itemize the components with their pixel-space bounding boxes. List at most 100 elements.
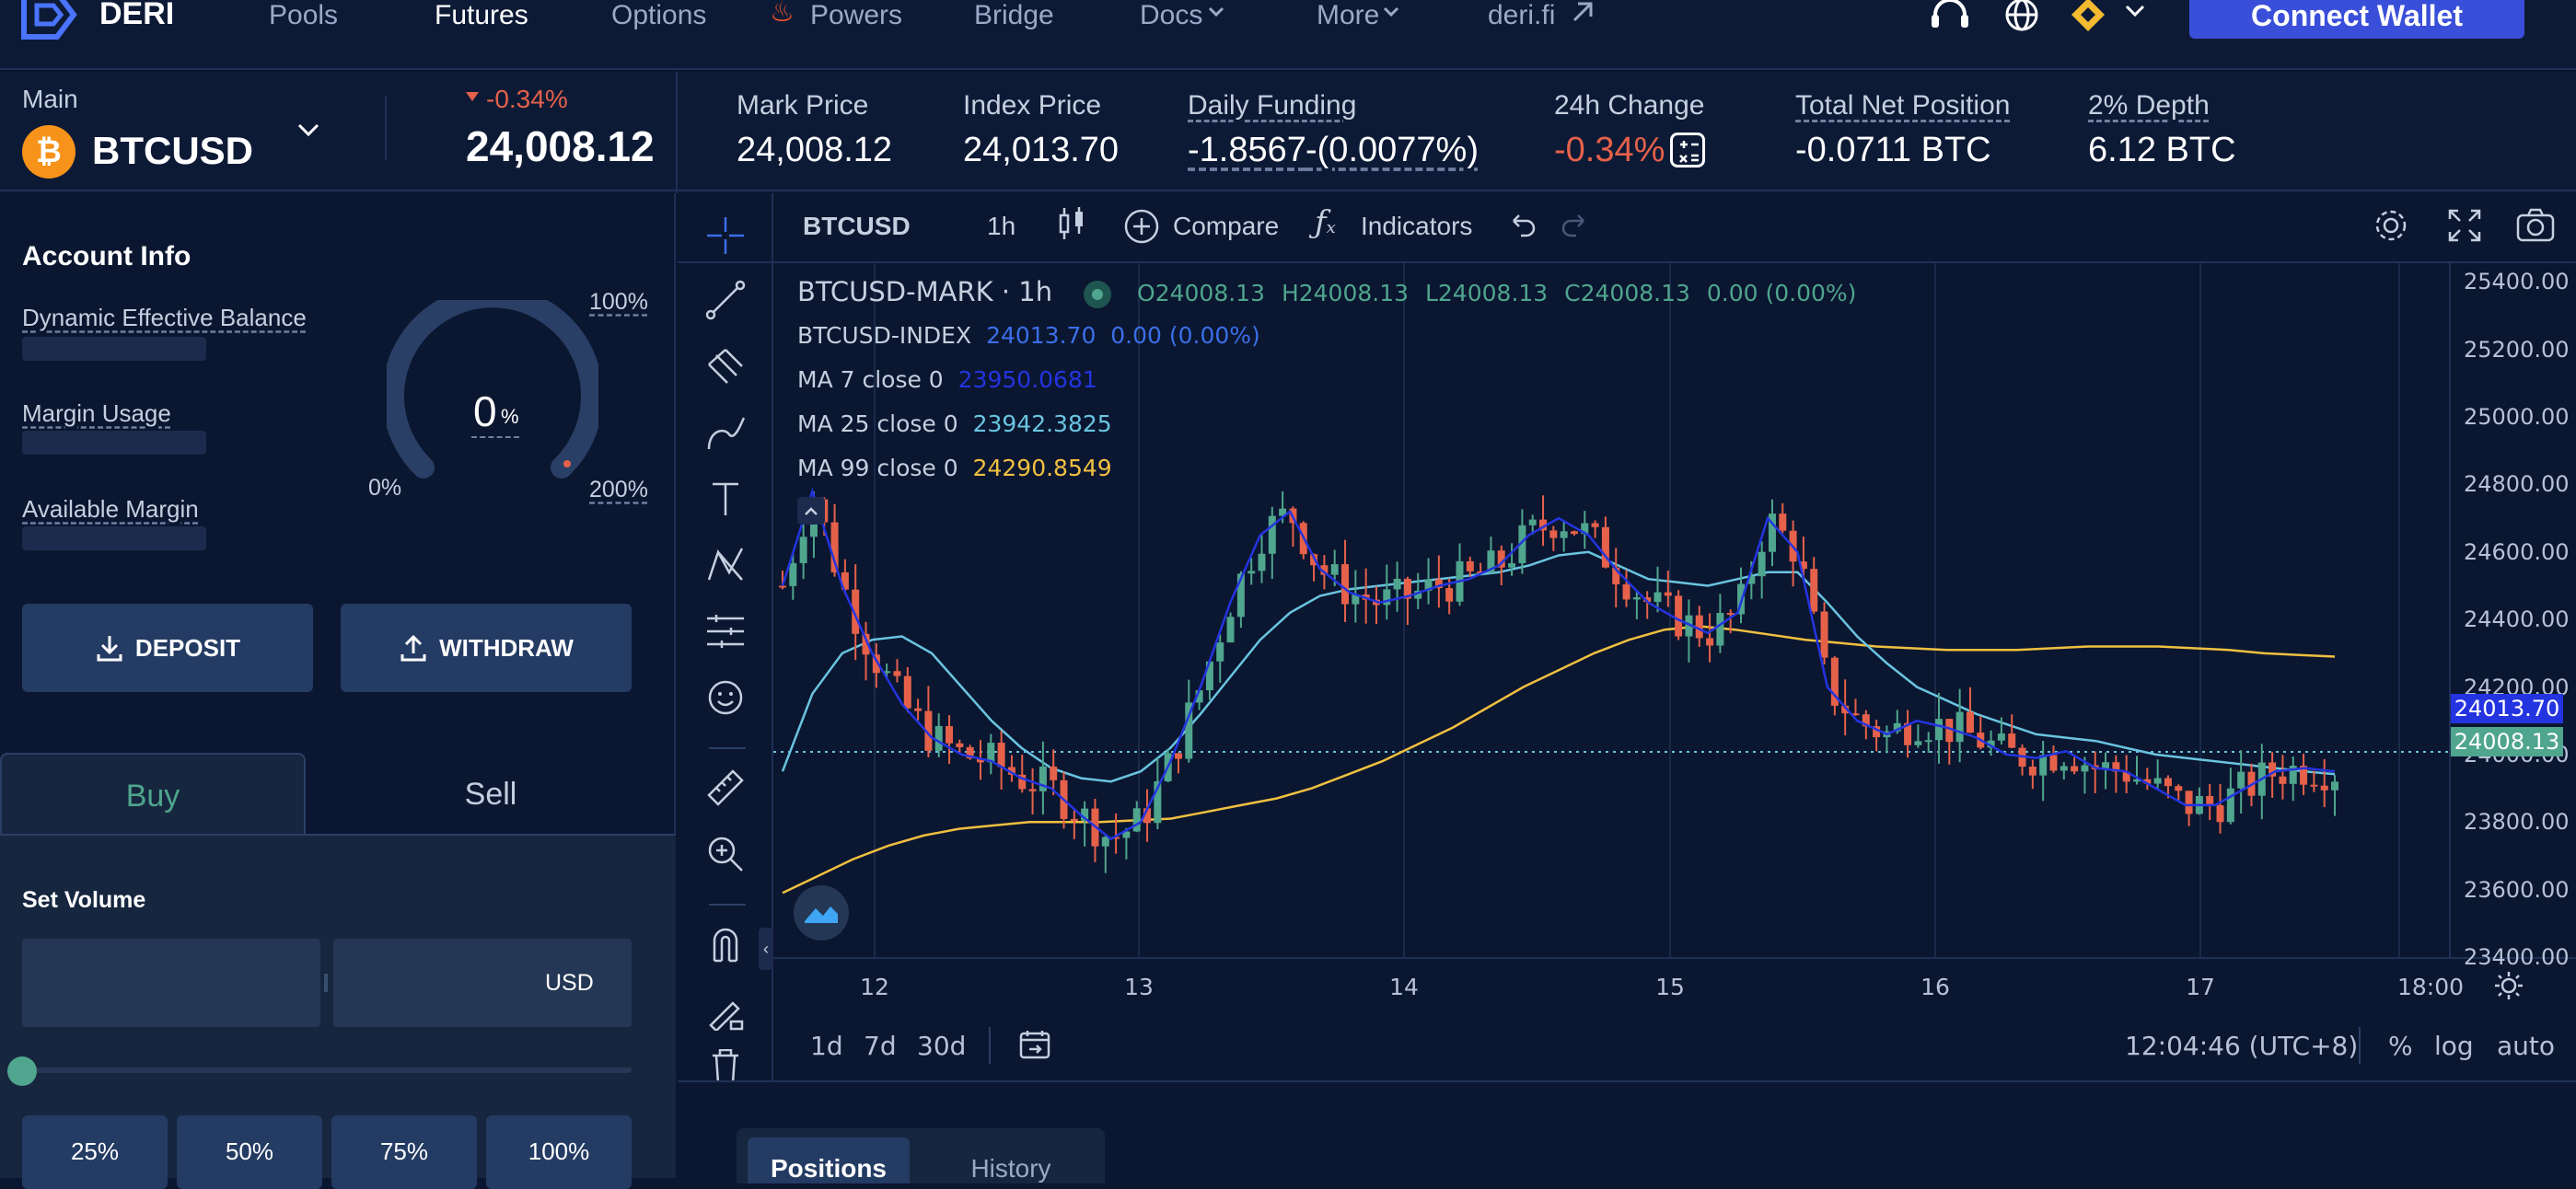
pattern-icon[interactable] [702, 541, 749, 589]
withdraw-button[interactable]: WITHDRAW [341, 604, 632, 692]
volume-input[interactable] [22, 939, 320, 1027]
margin-usage-label[interactable]: Margin Usage [22, 399, 171, 427]
range-7d-button[interactable]: 7d [864, 1031, 897, 1061]
nav-pools[interactable]: Pools [269, 0, 339, 30]
nav-powers[interactable]: Powers [810, 0, 903, 30]
gauge-mid-label: 100% [589, 289, 648, 315]
draw-lock-icon[interactable] [702, 987, 749, 1034]
trash-icon[interactable] [702, 1049, 749, 1080]
deri-logo[interactable] [20, 0, 77, 40]
legend-collapse-button[interactable] [797, 497, 825, 525]
daily-funding-label[interactable]: Daily Funding [1188, 90, 1357, 121]
candle-body [1101, 837, 1109, 847]
ruler-icon[interactable] [702, 764, 749, 812]
magnet-icon[interactable] [702, 920, 749, 968]
auto-scale-button[interactable]: auto [2497, 1031, 2556, 1061]
net-position-label[interactable]: Total Net Position [1795, 90, 2011, 121]
percent-scale-button[interactable]: % [2388, 1031, 2413, 1061]
settings-gear-icon[interactable] [2372, 206, 2410, 249]
nav-derifi[interactable]: deri.fi [1488, 0, 1556, 30]
brush-icon[interactable] [702, 409, 749, 456]
chart-symbol[interactable]: BTCUSD [803, 212, 911, 240]
price-chart[interactable] [773, 263, 2449, 957]
connect-wallet-button[interactable]: Connect Wallet [2189, 0, 2524, 39]
candle-body [2102, 762, 2110, 769]
usd-volume-input[interactable] [333, 939, 632, 1027]
candle-body [1581, 523, 1589, 535]
tradingview-logo-icon[interactable] [794, 885, 849, 941]
nav-bridge[interactable]: Bridge [974, 0, 1054, 30]
pct-50-button[interactable]: 50% [177, 1115, 322, 1189]
range-1d-button[interactable]: 1d [810, 1031, 843, 1061]
symbol-chevron-down-icon[interactable] [296, 121, 320, 143]
crosshair-icon[interactable] [702, 212, 749, 260]
candle-body [1570, 531, 1578, 535]
measure-range-icon[interactable] [702, 607, 749, 655]
depth-label[interactable]: 2% Depth [2088, 90, 2210, 121]
chart-clock[interactable]: 12:04:46 (UTC+8) [2125, 1031, 2359, 1061]
pct-25-button[interactable]: 25% [22, 1115, 168, 1189]
undo-icon[interactable] [1508, 210, 1537, 244]
candle-body [946, 725, 954, 744]
legend-ma25-value: 23942.3825 [972, 410, 1112, 437]
pitchfork-icon[interactable] [702, 342, 749, 390]
volume-slider-track[interactable] [22, 1068, 632, 1073]
candle-body [1768, 514, 1776, 552]
tab-buy[interactable]: Buy [0, 753, 306, 837]
candle-body [1873, 726, 1881, 738]
upload-icon [400, 634, 426, 662]
gauge-underline [471, 436, 519, 438]
compare-label[interactable]: Compare [1173, 212, 1280, 240]
nav-options[interactable]: Options [611, 0, 707, 30]
collapse-toolbar-handle[interactable]: ‹ [759, 928, 773, 970]
candle-body [830, 522, 839, 572]
volume-slider-handle[interactable] [7, 1056, 37, 1086]
screenshot-camera-icon[interactable] [2515, 206, 2556, 248]
candle-body [2289, 766, 2297, 784]
compare-plus-icon[interactable] [1123, 208, 1160, 249]
daily-funding-pct: -(0.0077%) [1305, 131, 1479, 169]
deposit-label: DEPOSIT [134, 633, 241, 662]
nav-more[interactable]: More [1317, 0, 1380, 30]
candle-body [1028, 789, 1037, 791]
text-tool-icon[interactable] [702, 475, 749, 523]
divider [676, 72, 678, 193]
axis-settings-icon[interactable] [2493, 970, 2524, 1006]
dynamic-balance-label[interactable]: Dynamic Effective Balance [22, 304, 307, 331]
chart-interval[interactable]: 1h [987, 212, 1016, 240]
fullscreen-icon[interactable] [2447, 208, 2482, 248]
candle-body [1675, 595, 1683, 637]
zoom-in-icon[interactable] [702, 830, 749, 878]
legend-ma7-value: 23950.0681 [957, 366, 1097, 393]
emoji-icon[interactable] [702, 674, 749, 721]
legend-index-value: 24013.70 0.00 (0.00%) [986, 322, 1260, 349]
indicators-label[interactable]: Indicators [1361, 212, 1473, 240]
symbol-name[interactable]: BTCUSD [92, 129, 253, 172]
indicators-fx-icon[interactable]: ƒx [1315, 204, 1336, 241]
legend-ma99: MA 99 close 0 24290.8549 [797, 455, 1112, 481]
headset-icon[interactable] [1930, 0, 1970, 36]
candle-body [1632, 597, 1641, 600]
trendline-icon[interactable] [702, 276, 749, 324]
candle-body [2028, 767, 2036, 776]
net-position: -0.0711 BTC [1795, 131, 1991, 169]
candle-body [1622, 583, 1630, 600]
nav-docs[interactable]: Docs [1140, 0, 1203, 30]
range-30d-button[interactable]: 30d [917, 1031, 967, 1061]
globe-icon[interactable] [2003, 0, 2040, 38]
calculator-icon[interactable] [1670, 133, 1705, 167]
pct-75-button[interactable]: 75% [331, 1115, 477, 1189]
tab-positions[interactable]: Positions [748, 1137, 910, 1183]
bnb-chain-icon[interactable] [2070, 0, 2106, 38]
available-margin-label[interactable]: Available Margin [22, 495, 199, 523]
tab-sell[interactable]: Sell [306, 755, 676, 834]
tab-history[interactable]: History [930, 1137, 1092, 1183]
goto-date-icon[interactable] [1018, 1029, 1051, 1065]
nav-futures[interactable]: Futures [435, 0, 528, 30]
redo-icon[interactable] [1560, 210, 1589, 244]
network-chevron-down-icon[interactable] [2125, 4, 2145, 23]
log-scale-button[interactable]: log [2434, 1031, 2474, 1061]
deposit-button[interactable]: DEPOSIT [22, 604, 313, 692]
candles-icon[interactable] [1057, 206, 1086, 248]
pct-100-button[interactable]: 100% [486, 1115, 632, 1189]
